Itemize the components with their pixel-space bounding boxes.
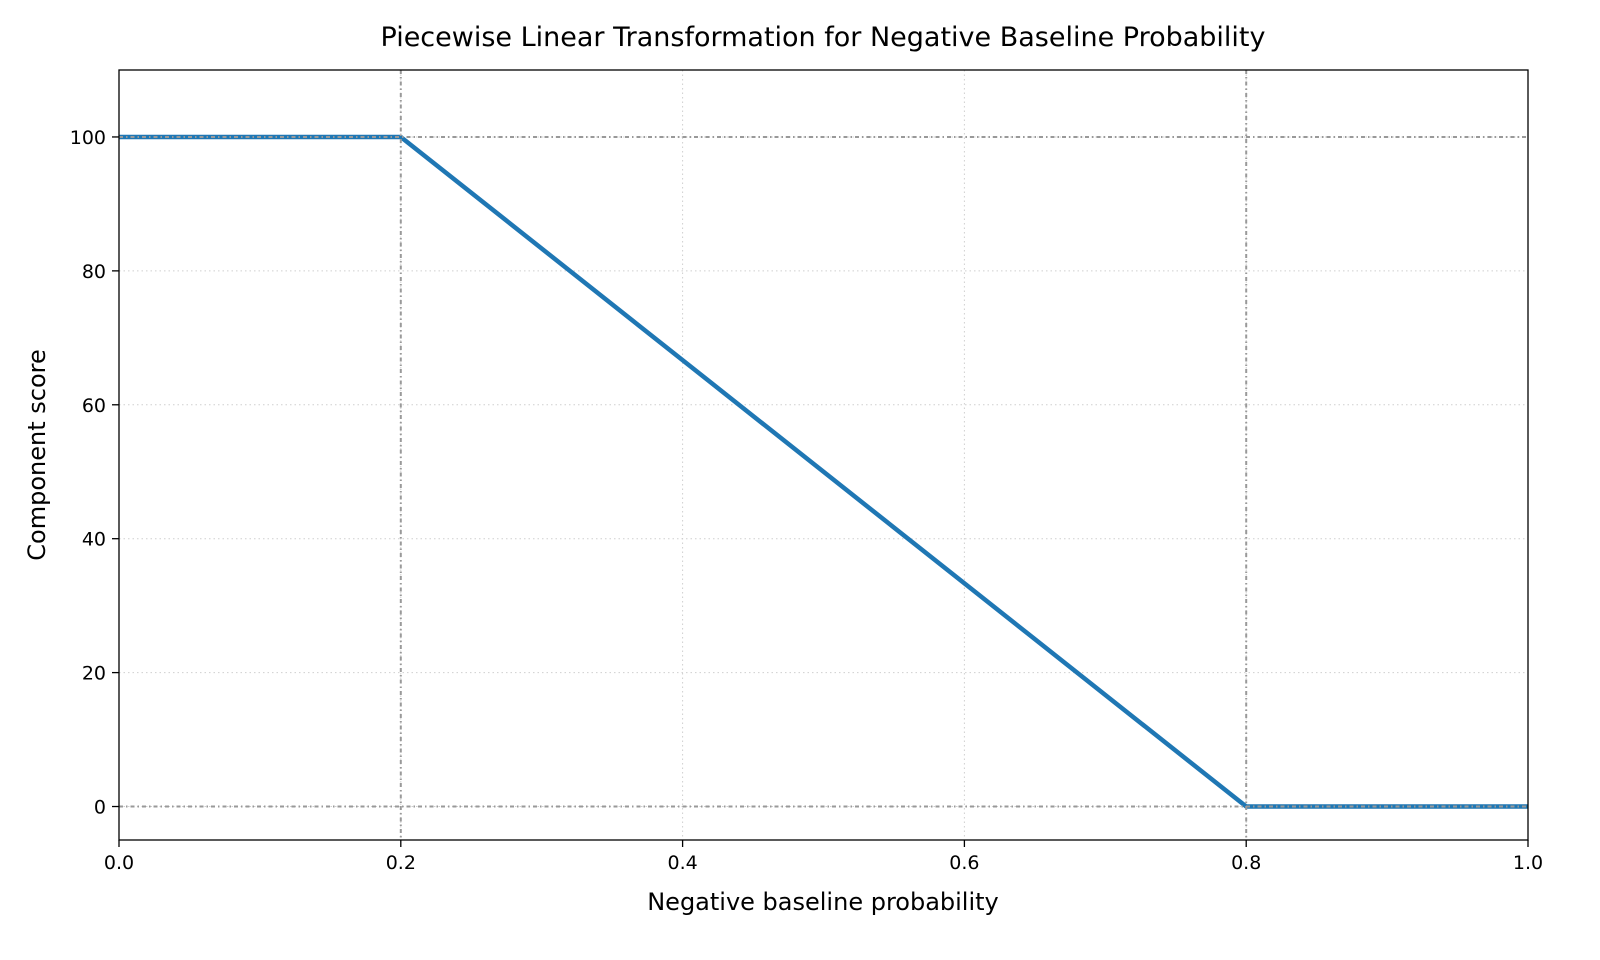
y-tick-label: 100 — [70, 127, 106, 149]
y-tick-label: 60 — [82, 395, 106, 417]
x-tick-label: 0.2 — [386, 852, 416, 874]
y-axis-label: Component score — [23, 349, 51, 560]
x-axis: 0.0 0.2 0.4 0.6 0.8 1.0 — [104, 840, 1543, 874]
y-tick-label: 20 — [82, 663, 106, 685]
grid — [118, 70, 1529, 840]
y-axis: 0 20 40 60 80 100 — [70, 127, 119, 819]
chart-title: Piecewise Linear Transformation for Nega… — [381, 22, 1266, 53]
reference-lines — [119, 70, 1528, 840]
series-line — [119, 134, 1528, 809]
y-tick-label: 0 — [94, 797, 106, 819]
series — [119, 134, 1528, 809]
x-tick-label: 0.8 — [1231, 852, 1261, 874]
y-tick-label: 40 — [82, 529, 106, 551]
y-tick-label: 80 — [82, 261, 106, 283]
x-tick-label: 0.6 — [949, 852, 979, 874]
x-tick-label: 1.0 — [1513, 852, 1543, 874]
x-tick-label: 0.0 — [104, 852, 134, 874]
plot-frame — [118, 69, 1529, 841]
x-axis-label: Negative baseline probability — [647, 888, 999, 916]
x-tick-label: 0.4 — [667, 852, 697, 874]
